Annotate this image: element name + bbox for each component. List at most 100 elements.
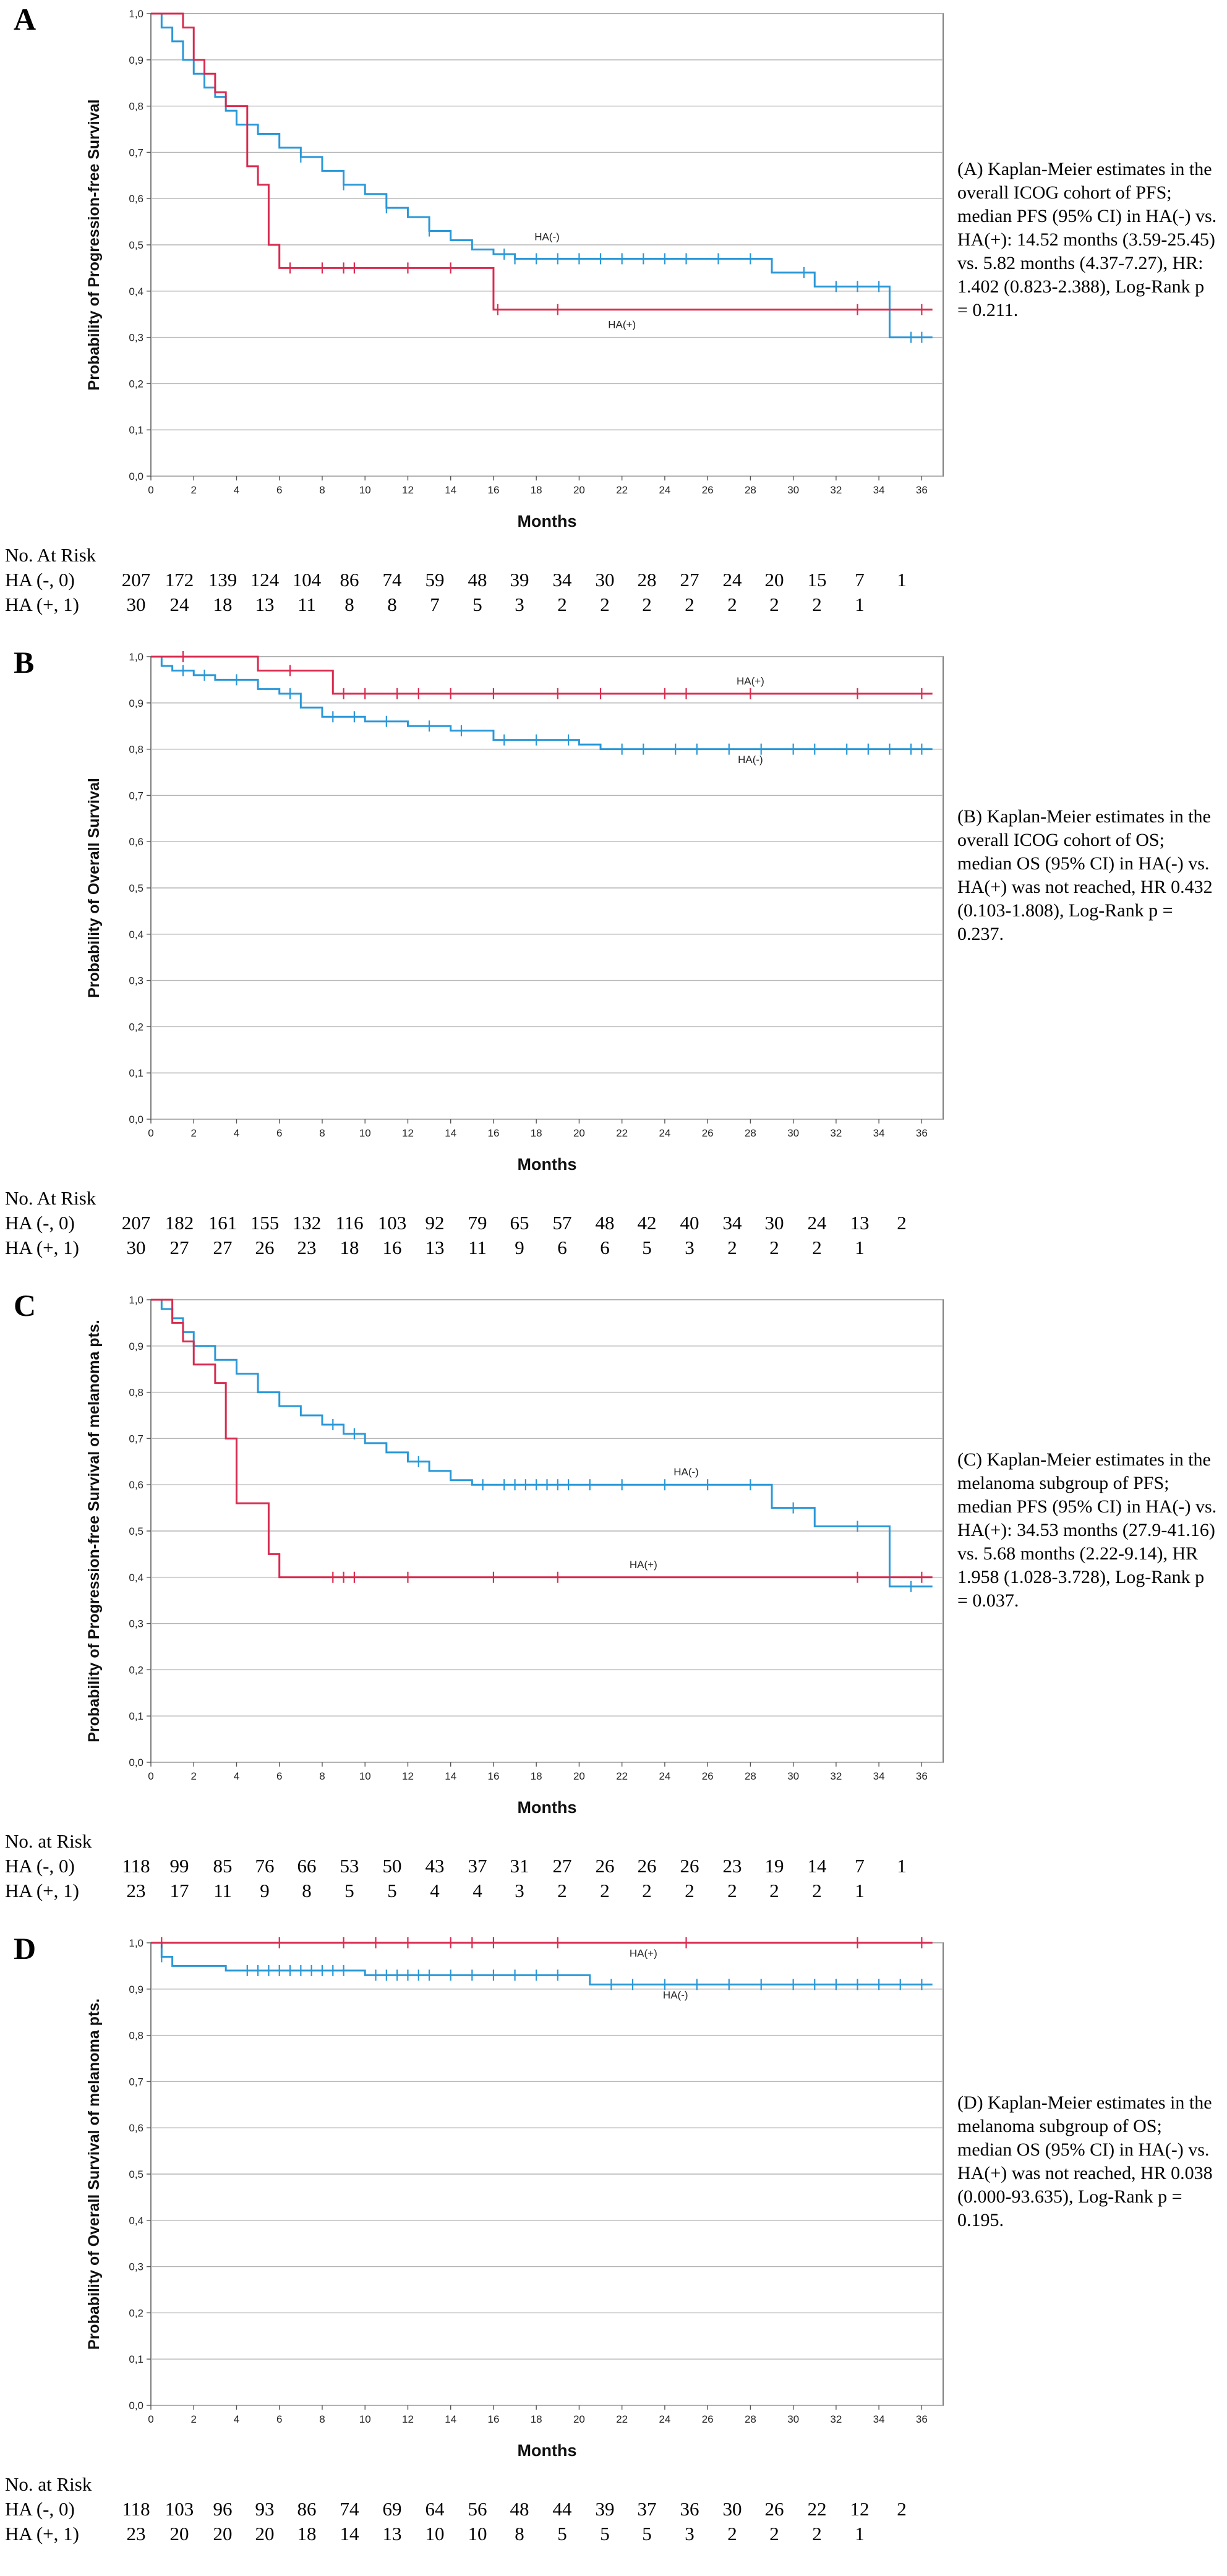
x-tick-label: 28 xyxy=(745,2413,756,2425)
y-tick-label: 0,0 xyxy=(129,1114,143,1125)
x-tick-label: 36 xyxy=(916,484,928,496)
x-tick-label: 0 xyxy=(148,1770,153,1782)
y-tick-label: 0,9 xyxy=(129,697,143,709)
km-curve-ha-neg xyxy=(151,1299,933,1588)
risk-count: 16 xyxy=(382,1237,402,1258)
km-chart-svg: 0,00,10,20,30,40,50,60,70,80,91,00 2 4 6 8 10… xyxy=(85,8,944,531)
y-tick-label: 0,4 xyxy=(129,929,143,940)
risk-count: 20 xyxy=(169,2523,189,2544)
risk-count: 69 xyxy=(382,2498,402,2520)
x-tick-label: 24 xyxy=(659,1770,670,1782)
risk-count: 44 xyxy=(552,2498,572,2520)
risk-count: 4 xyxy=(472,1880,482,1901)
risk-row: HA (+, 1) 23 20 20 20 18 14 13 10 10 8 5 5 5 3 2 2 2 1 xyxy=(0,2523,1227,2548)
y-tick-label: 0,8 xyxy=(129,2030,143,2042)
risk-count: 18 xyxy=(213,594,233,615)
risk-count: 30 xyxy=(722,2498,742,2520)
km-plot-d: 0,0 0,1 0,2 0,3 0,4 0,5 0,6 0,7 0,8 0,9 1,0 0 2 4 6 8 10… xyxy=(0,1929,952,2476)
risk-count: 182 xyxy=(165,1212,194,1234)
risk-row: HA (-, 0) 118 99 85 76 66 53 50 43 37 31 27 26 26 26 23… xyxy=(0,1855,1227,1880)
x-tick-label: 32 xyxy=(830,484,842,496)
x-tick-label: 28 xyxy=(745,484,756,496)
x-tick-label: 10 xyxy=(359,484,371,496)
x-tick-label: 26 xyxy=(702,484,714,496)
risk-count: 27 xyxy=(213,1237,233,1258)
risk-count: 11 xyxy=(213,1880,232,1901)
risk-row-label: HA (+, 1) xyxy=(5,594,79,615)
risk-count: 4 xyxy=(430,1880,440,1901)
x-tick-label: 6 xyxy=(276,1770,282,1782)
y-tick-label: 0,1 xyxy=(129,1710,143,1722)
series-label: HA(+) xyxy=(630,1947,657,1959)
risk-count: 8 xyxy=(302,1880,312,1901)
risk-count: 39 xyxy=(595,2498,615,2520)
risk-count: 26 xyxy=(680,1855,699,1877)
risk-count: 22 xyxy=(807,2498,827,2520)
risk-count: 18 xyxy=(297,2523,317,2544)
risk-count: 74 xyxy=(382,569,402,591)
risk-count: 39 xyxy=(510,569,529,591)
series-label: HA(-) xyxy=(673,1466,699,1478)
km-curve-ha-pos xyxy=(151,1299,933,1579)
x-tick-label: 24 xyxy=(659,2413,670,2425)
y-tick-label: 0,2 xyxy=(129,378,143,390)
y-tick-label: 0,6 xyxy=(129,836,143,848)
x-tick-label: 16 xyxy=(487,1770,499,1782)
y-tick-label: 0,6 xyxy=(129,193,143,205)
x-tick-label: 8 xyxy=(319,2413,325,2425)
x-tick-label: 36 xyxy=(916,1127,928,1139)
y-tick-label: 0,4 xyxy=(129,2215,143,2227)
x-tick-label: 28 xyxy=(745,1127,756,1139)
panel-letter: C xyxy=(14,1288,36,1323)
km-curve-ha-pos xyxy=(151,655,933,695)
series-label: HA(-) xyxy=(534,231,560,243)
caption: (C) Kaplan-Meier estimates in the melano… xyxy=(957,1449,1217,1611)
x-tick-label: 4 xyxy=(234,484,239,496)
risk-count: 30 xyxy=(595,569,615,591)
risk-count: 2 xyxy=(812,2523,822,2544)
risk-count: 24 xyxy=(722,569,742,591)
risk-count: 9 xyxy=(515,1237,524,1258)
risk-count: 8 xyxy=(515,2523,524,2544)
x-tick-label: 24 xyxy=(659,1127,670,1139)
risk-count: 7 xyxy=(855,569,865,591)
y-tick-label: 0,0 xyxy=(129,1757,143,1768)
risk-row-label: HA (+, 1) xyxy=(5,1237,79,1258)
risk-count: 24 xyxy=(807,1212,827,1234)
risk-count: 132 xyxy=(292,1212,322,1234)
y-tick-label: 0,0 xyxy=(129,471,143,482)
risk-count: 8 xyxy=(387,594,397,615)
x-tick-label: 6 xyxy=(276,1127,282,1139)
risk-count: 2 xyxy=(727,594,737,615)
risk-count: 36 xyxy=(680,2498,699,2520)
x-tick-label: 10 xyxy=(359,2413,371,2425)
risk-count: 13 xyxy=(382,2523,402,2544)
risk-count: 56 xyxy=(468,2498,487,2520)
x-tick-label: 2 xyxy=(191,1127,197,1139)
risk-count: 30 xyxy=(764,1212,784,1234)
risk-count: 19 xyxy=(764,1855,784,1877)
x-tick-label: 24 xyxy=(659,484,670,496)
risk-count: 3 xyxy=(685,1237,695,1258)
risk-count: 48 xyxy=(510,2498,529,2520)
x-tick-label: 36 xyxy=(916,1770,928,1782)
risk-table: No. At Risk HA (-, 0) 207 182 161 155 132 116 10… xyxy=(0,1187,1227,1261)
x-tick-label: 12 xyxy=(402,1127,414,1139)
risk-row: HA (+, 1) 30 27 27 26 23 18 16 13 11 9 6 6 5 3 2 2 2 1 xyxy=(0,1237,1227,1261)
risk-count: 50 xyxy=(382,1855,402,1877)
panel-c: 0,0 0,1 0,2 0,3 0,4 0,5 0,6 0,7 0,8 0,9 1,0 0 2 4 6 8 10… xyxy=(0,1286,1227,1904)
risk-count: 64 xyxy=(425,2498,445,2520)
risk-count: 86 xyxy=(297,2498,317,2520)
x-tick-label: 18 xyxy=(531,1127,542,1139)
risk-count: 27 xyxy=(169,1237,189,1258)
y-tick-label: 0,4 xyxy=(129,286,143,297)
risk-count: 13 xyxy=(255,594,275,615)
x-tick-label: 30 xyxy=(787,484,799,496)
risk-count: 17 xyxy=(169,1880,189,1901)
x-tick-label: 26 xyxy=(702,1127,714,1139)
y-tick-label: 0,5 xyxy=(129,2169,143,2180)
x-axis-label: Months xyxy=(518,1798,577,1817)
y-tick-label: 0,6 xyxy=(129,1479,143,1491)
x-tick-label: 20 xyxy=(573,2413,585,2425)
x-tick-label: 20 xyxy=(573,1770,585,1782)
